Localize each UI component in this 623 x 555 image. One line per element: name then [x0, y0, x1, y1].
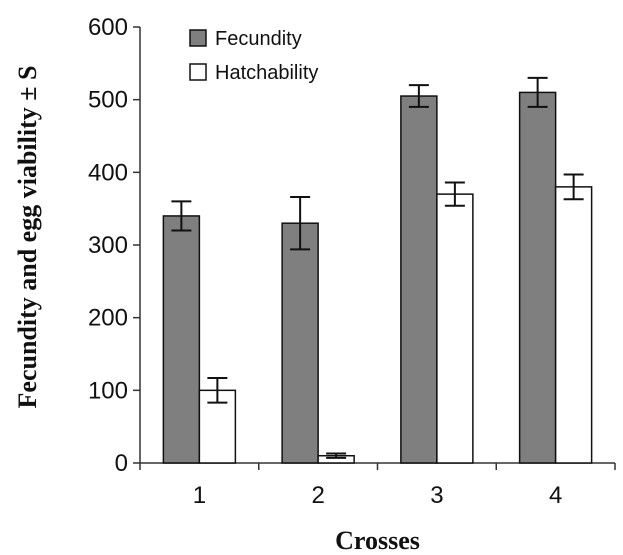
legend-label-fecundity: Fecundity: [215, 28, 302, 50]
legend-label-hatchability: Hatchability: [215, 62, 318, 84]
y-tick-label: 100: [88, 377, 128, 404]
bar-fecundity-3: [400, 95, 438, 464]
bar-hatchability-3: [436, 193, 474, 464]
x-tick-labels: 1 2 3 4: [193, 482, 563, 509]
bar-fecundity-1: [162, 215, 201, 464]
y-tick-labels: 0 100 200 300 400 500 600: [88, 14, 128, 477]
x-tick-label: 2: [311, 482, 324, 509]
bar-fecundity-2: [281, 222, 319, 464]
bar-fecundity-4: [518, 91, 557, 464]
legend-swatch-hatchability: [189, 63, 207, 81]
legend: Fecundity Hatchability: [189, 28, 318, 84]
y-tick-label: 300: [88, 232, 128, 259]
x-tick-label: 3: [430, 482, 443, 509]
y-axis-title: Fecundity and egg viability ± S: [13, 66, 42, 409]
bar-hatchability-4: [554, 186, 593, 464]
y-tick-label: 200: [88, 305, 128, 332]
y-tick-label: 600: [88, 14, 128, 41]
y-tick-label: 0: [115, 450, 128, 477]
bar-marks: [162, 76, 593, 464]
y-tick-label: 500: [88, 87, 128, 114]
x-tick-label: 1: [193, 482, 206, 509]
x-axis-title: Crosses: [335, 526, 420, 555]
y-tick-label: 400: [88, 159, 128, 186]
legend-swatch-fecundity: [189, 29, 207, 47]
x-tick-label: 4: [549, 482, 562, 509]
